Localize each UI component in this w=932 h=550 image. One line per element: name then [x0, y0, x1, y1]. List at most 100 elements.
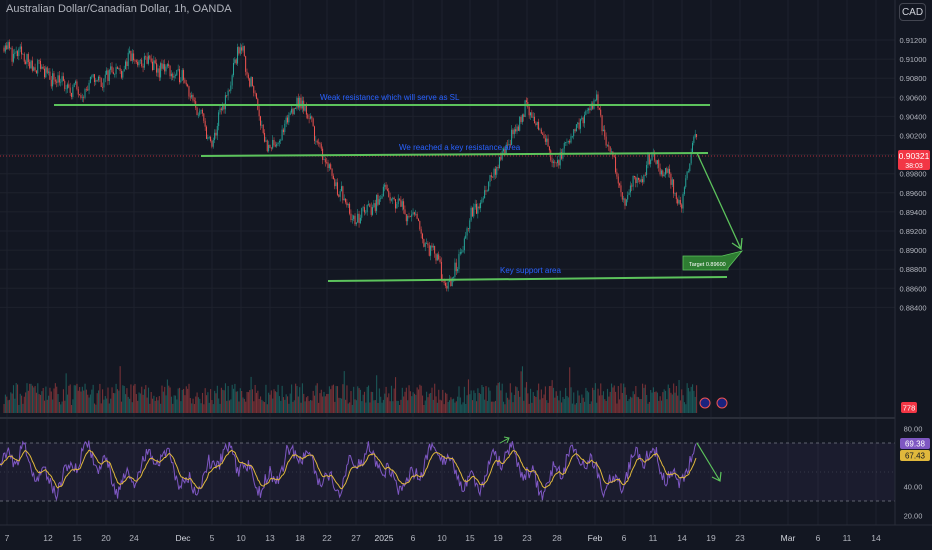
- price-tick-label: 0.89000: [899, 246, 926, 255]
- flag-au-icon[interactable]: [699, 397, 711, 409]
- candle-body: [37, 60, 39, 74]
- candle-body: [170, 73, 172, 77]
- volume-bar: [409, 391, 411, 413]
- time-label: 6: [622, 533, 627, 543]
- time-axis[interactable]: 7 12 15 20 24 Dec 5 10 13 18 22 27 2025 6 10 15 19 23 28 Fe…: [5, 533, 881, 543]
- current-price-tag[interactable]: 0.90321 38:03: [898, 150, 930, 170]
- volume-bar: [249, 389, 251, 413]
- volume-bar: [41, 391, 43, 413]
- candle-body: [412, 212, 414, 215]
- volume-bar: [200, 403, 202, 413]
- time-label: 10: [236, 533, 246, 543]
- candle-body: [500, 157, 502, 160]
- candle-body: [515, 129, 517, 132]
- currency-button[interactable]: CAD: [899, 3, 926, 21]
- volume-bar: [91, 389, 93, 413]
- candle-body: [157, 68, 159, 73]
- candle-body: [492, 177, 494, 178]
- candle-body: [525, 100, 527, 102]
- candle-body: [34, 67, 36, 71]
- candle-body: [474, 203, 476, 208]
- candle-body: [505, 144, 507, 154]
- candle-body: [222, 104, 224, 111]
- candle-body: [679, 200, 681, 205]
- volume-bar: [492, 401, 494, 413]
- candle-body: [129, 50, 131, 53]
- candle-body: [466, 228, 468, 236]
- candle-body: [56, 81, 58, 83]
- candle-body: [638, 177, 639, 180]
- candle-body: [133, 53, 135, 61]
- projection-arrow[interactable]: [696, 152, 743, 251]
- candle-body: [103, 78, 105, 88]
- volume-bar: [368, 385, 370, 413]
- candle-body: [596, 94, 598, 101]
- candle-body: [331, 168, 333, 176]
- volume-bar: [270, 390, 272, 413]
- volume-bar: [524, 387, 526, 413]
- volume-bar: [183, 388, 185, 413]
- time-label: 6: [411, 533, 416, 543]
- volume-bar: [30, 383, 32, 413]
- candle-body: [535, 123, 537, 125]
- volume-bar: [396, 400, 398, 413]
- event-icons[interactable]: [699, 397, 728, 409]
- key-support-line[interactable]: [327, 276, 728, 282]
- volume-bar: [219, 403, 221, 413]
- candle-body: [427, 243, 429, 246]
- volume-bar: [84, 383, 86, 413]
- candle-body: [436, 254, 438, 261]
- candle-body: [482, 198, 484, 200]
- target-label-box[interactable]: Target 0.89600: [682, 250, 744, 271]
- candle-body: [548, 146, 550, 151]
- candle-body: [48, 71, 50, 73]
- candle-body: [597, 94, 599, 108]
- volume-bar: [407, 400, 409, 413]
- volume-bar: [133, 385, 135, 413]
- price-axis[interactable]: 0.91200 0.91000 0.90800 0.90600 0.90400 0.902…: [899, 36, 926, 312]
- volume-bar: [222, 389, 224, 413]
- volume-bar: [438, 389, 440, 413]
- time-label: 20: [101, 533, 111, 543]
- volume-bar: [462, 402, 464, 413]
- volume-bar: [114, 393, 116, 413]
- candle-body: [581, 117, 583, 120]
- candle-body: [660, 170, 662, 175]
- candle-body: [669, 168, 671, 174]
- candle-body: [239, 47, 241, 54]
- key-resistance-line[interactable]: [200, 152, 709, 157]
- rsi-projection-arrow[interactable]: [696, 442, 722, 482]
- volume-bar: [490, 401, 492, 413]
- volume-bar: [195, 396, 197, 413]
- volume-bar: [678, 379, 680, 413]
- candle-body: [237, 47, 239, 64]
- volume-bar: [224, 383, 226, 413]
- volume-bar: [268, 392, 270, 413]
- candles[interactable]: [3, 39, 698, 292]
- candle-body: [131, 53, 133, 62]
- candle-body: [531, 112, 533, 118]
- candle-body: [211, 140, 213, 147]
- volume-tag[interactable]: 778: [901, 402, 917, 413]
- candle-body: [617, 176, 619, 184]
- volume-bar: [343, 371, 345, 413]
- volume-bar: [539, 399, 541, 413]
- volume-bar: [350, 391, 352, 413]
- volume-bar: [45, 386, 47, 413]
- rsi-axis[interactable]: 80.00 40.00 20.00: [904, 425, 923, 521]
- volume-bar: [574, 404, 576, 413]
- candle-body: [218, 112, 220, 127]
- rsi-value-tag[interactable]: 69.38: [900, 438, 930, 449]
- rsi-ma-tag[interactable]: 67.43: [900, 450, 930, 461]
- chart-title: Australian Dollar/Canadian Dollar, 1h, O…: [6, 3, 232, 15]
- volume-bar: [689, 391, 691, 413]
- candle-body: [655, 160, 657, 164]
- candle-body: [357, 213, 359, 223]
- candle-body: [31, 60, 33, 71]
- flag-ca-icon[interactable]: [716, 397, 728, 409]
- volume-bar: [126, 388, 128, 413]
- time-label: 15: [72, 533, 82, 543]
- candle-body: [547, 138, 549, 147]
- candle-body: [443, 279, 445, 283]
- candle-body: [447, 281, 449, 289]
